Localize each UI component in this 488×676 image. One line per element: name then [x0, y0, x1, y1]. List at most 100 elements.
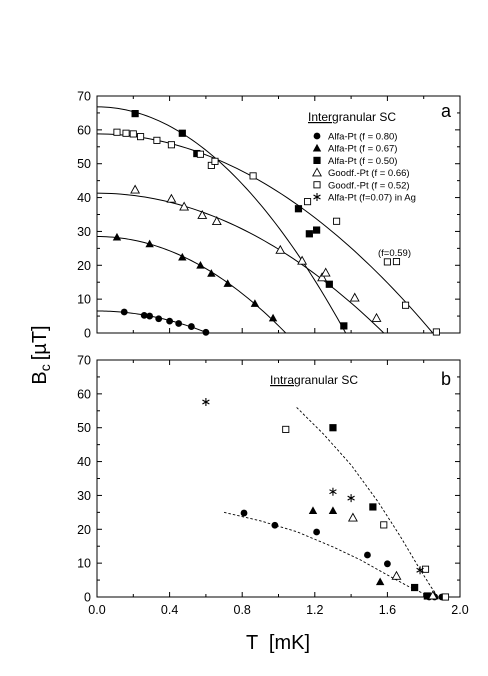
panel-a-intergranular: 0 10 20 30 40 50 60 70 [77, 90, 461, 341]
legend-label: Alfa-Pt (f=0.07) in Ag [328, 193, 416, 204]
panel-a-point-filled-triangle [250, 299, 260, 307]
legend: Alfa-Pt (f = 0.80)Alfa-Pt (f = 0.67)Alfa… [312, 132, 416, 204]
panel-a-point-open-square [113, 128, 121, 136]
panel-b-title: Intragranular SC [270, 373, 358, 387]
panel-a-point-filled-square [294, 205, 303, 213]
legend-label: Alfa-Pt (f = 0.67) [328, 144, 397, 155]
legend-label: Alfa-Pt (f = 0.50) [328, 156, 397, 167]
panel-b-frame [96, 359, 461, 598]
panel-b-point-filled-square [329, 424, 337, 432]
panel-a-point-open-square [333, 217, 341, 225]
panel-a-point-open-square [392, 258, 401, 266]
panel-a-fit-curve-4 [96, 192, 385, 334]
panel-a-title-underlined: Inter [308, 110, 332, 124]
y-axis-label-unit: [µT] [29, 325, 51, 360]
panel-b-xtick-label: 0.0 [88, 603, 105, 617]
panel-a-point-filled-triangle [178, 252, 187, 261]
panel-b-point-asterisk [347, 494, 355, 503]
panel-a-point-open-square [249, 172, 257, 180]
panel-a-point-filled-circle [187, 323, 195, 330]
panel-a-ytick-label: 40 [77, 191, 91, 205]
panel-b-point-filled-square [369, 503, 377, 511]
panel-b-point-asterisk [202, 397, 210, 406]
panel-b-point-asterisk [329, 487, 337, 496]
y-axis-label: Bc [µT] [29, 325, 53, 384]
legend-label: Goodf.-Pt (f = 0.52) [328, 180, 410, 191]
panel-a-point-open-square [129, 130, 137, 138]
panel-a-point-filled-square [313, 226, 321, 234]
legend-marker-filled-circle [313, 132, 321, 140]
legend-marker-asterisk [313, 193, 321, 201]
panel-a-point-open-triangle [211, 216, 222, 226]
panel-a-point-filled-triangle [196, 260, 205, 269]
panel-b-ytick-label: 40 [77, 455, 91, 469]
legend-label: Goodf.-Pt (f = 0.66) [328, 168, 410, 179]
panel-a-point-open-triangle [371, 312, 382, 322]
panel-a-point-open-triangle [297, 255, 308, 265]
panel-b-title-underlined: Intra [270, 373, 294, 387]
panel-b-point-filled-circle [271, 521, 279, 529]
legend-label: Alfa-Pt (f = 0.80) [328, 132, 397, 143]
panel-a-point-filled-triangle [268, 313, 278, 322]
panel-a-point-filled-circle [120, 308, 128, 316]
panel-b-xtick-label: 2.0 [451, 603, 468, 617]
panel-a-point-filled-circle [175, 320, 183, 327]
panel-a-point-filled-square [340, 322, 348, 330]
panel-a-point-filled-triangle [223, 279, 232, 287]
panel-b-point-filled-triangle [328, 506, 338, 514]
legend-marker-filled-square [313, 156, 321, 164]
legend-marker-open-square [313, 181, 321, 189]
panel-b-ytick-label: 0 [84, 591, 91, 605]
panel-b-point-open-square [380, 521, 388, 529]
panel-b-xtick-label: 1.2 [306, 603, 323, 617]
panel-a-ytick-label: 60 [77, 123, 91, 137]
y-axis-label-b: B [29, 371, 51, 384]
panel-a-point-filled-square [178, 129, 186, 137]
panel-a-point-filled-circle [166, 317, 174, 325]
panel-b-point-filled-circle [313, 528, 321, 536]
panel-b-point-open-square [282, 425, 290, 433]
panel-a-point-open-triangle [349, 292, 360, 302]
panel-b-intragranular: 0.0 0.4 0.8 1.2 1.6 2.0 0 10 20 30 40 50 60 70 [77, 354, 469, 618]
panel-a-frame [96, 95, 461, 334]
panel-a-ytick-label: 0 [84, 327, 91, 341]
panel-a-point-open-square [303, 198, 312, 206]
panel-a-label: a [441, 101, 452, 121]
panel-a-point-open-triangle [130, 184, 141, 194]
panel-b-point-filled-triangle [308, 506, 318, 514]
panel-a-point-filled-circle [202, 328, 210, 336]
panel-b-ytick-label: 30 [77, 489, 91, 503]
panel-b-label: b [441, 369, 451, 389]
panel-b-point-open-triangle [391, 570, 402, 580]
panel-b-xtick-label: 0.8 [234, 603, 251, 617]
panel-b-guide-line-1 [223, 511, 435, 598]
panel-a-point-filled-square [131, 110, 139, 118]
panel-a-point-filled-circle [146, 312, 154, 320]
panel-a-point-open-square [211, 157, 219, 165]
panel-b-point-open-triangle [427, 590, 438, 600]
panel-b-title-rest: granular SC [294, 373, 358, 387]
panel-a-point-open-triangle [317, 272, 328, 282]
panel-a-ytick-label: 50 [77, 157, 91, 171]
panel-a-point-open-triangle [320, 267, 331, 277]
x-axis-label: T [mK] [246, 632, 310, 654]
panel-a-point-filled-square [193, 149, 201, 158]
panel-a-ytick-label: 70 [77, 90, 91, 104]
panel-b-point-asterisk [416, 566, 424, 575]
panel-a-point-open-triangle [275, 244, 286, 254]
panel-a-point-open-triangle [166, 193, 177, 203]
panel-a-point-filled-square [325, 280, 333, 288]
panel-b-guide-line-2 [296, 407, 439, 598]
panel-b-point-filled-triangle [375, 577, 385, 586]
panel-b-point-filled-square [423, 592, 431, 600]
panel-a-point-open-square [122, 129, 130, 137]
panel-a-point-open-square [196, 150, 205, 158]
panel-b-xtick-label: 1.6 [379, 603, 396, 617]
panel-b-ytick-label: 50 [77, 421, 91, 435]
panel-b-point-open-square [441, 593, 450, 601]
panel-a-point-open-square [207, 161, 215, 169]
panel-a-point-filled-triangle [207, 269, 216, 277]
panel-a-point-open-triangle [179, 201, 190, 211]
panel-a-point-open-square [432, 328, 440, 336]
